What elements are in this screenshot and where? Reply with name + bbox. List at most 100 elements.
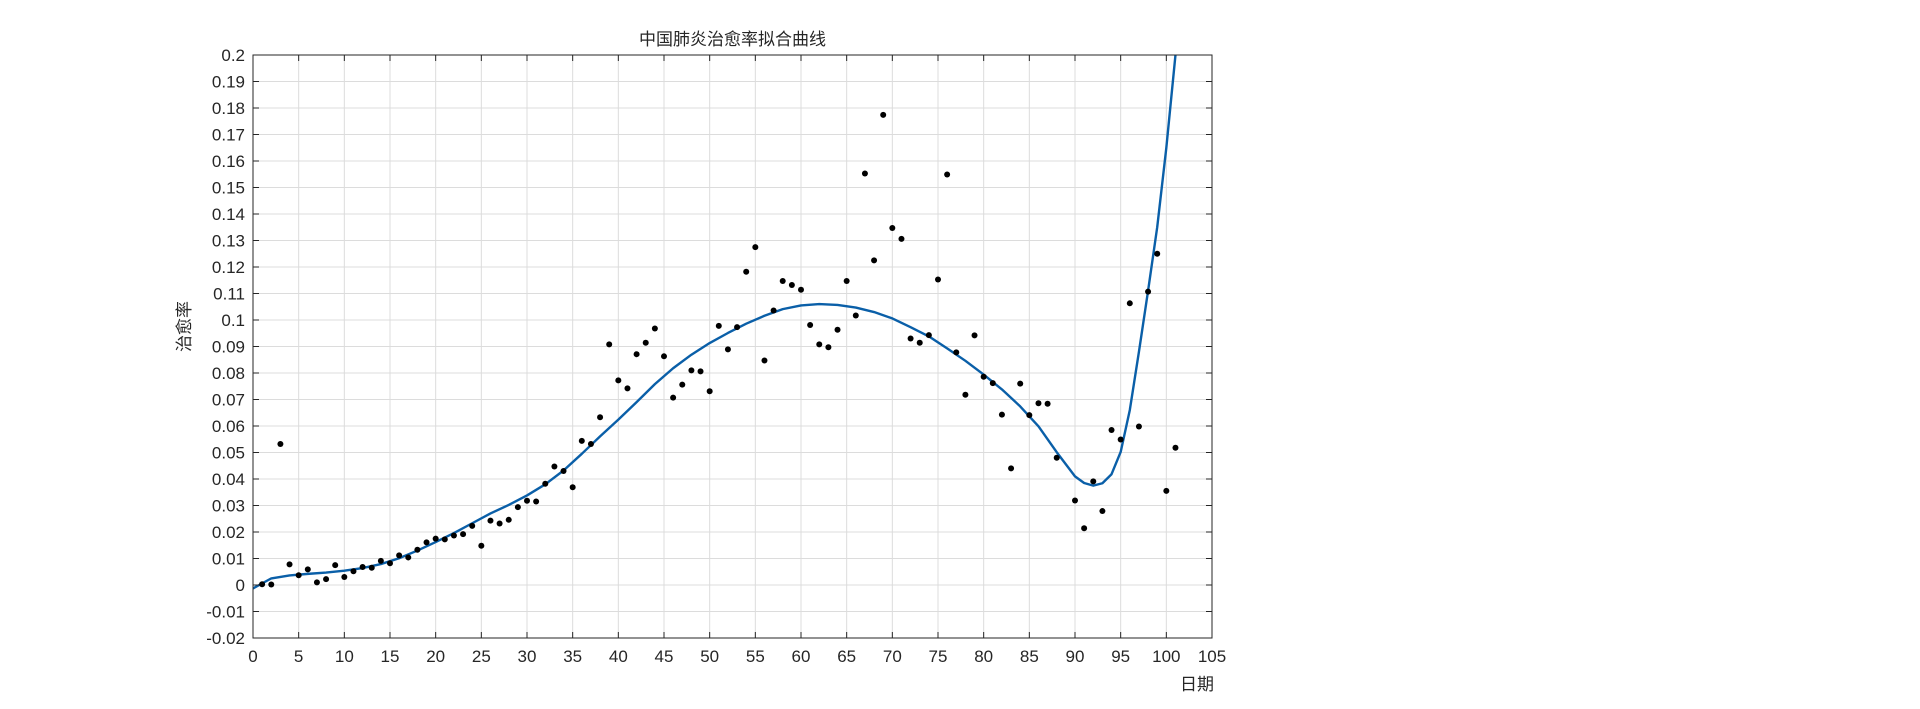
y-tick-label: 0.2 [221, 46, 245, 65]
fit-curve-layer [253, 55, 1177, 590]
data-point [377, 557, 384, 564]
data-point [405, 554, 412, 561]
y-tick-label: 0.06 [212, 417, 245, 436]
y-tick-label: 0.02 [212, 523, 245, 542]
x-tick-label: 45 [655, 647, 674, 666]
x-tick-label: 30 [518, 647, 537, 666]
data-point [1081, 525, 1088, 532]
data-point [898, 235, 905, 242]
x-tick-label: 105 [1198, 647, 1226, 666]
data-point [706, 388, 713, 395]
data-point [1026, 412, 1033, 419]
data-point [606, 341, 613, 348]
data-point [295, 572, 302, 579]
y-tick-label: 0.07 [212, 391, 245, 410]
x-tick-label: 60 [792, 647, 811, 666]
y-tick-label: 0.01 [212, 550, 245, 569]
data-point [286, 561, 293, 568]
y-tick-label: 0.18 [212, 99, 245, 118]
data-point [944, 171, 951, 178]
data-point [688, 367, 695, 374]
data-point [441, 536, 448, 543]
data-point [798, 286, 804, 293]
x-tick-label: 0 [248, 647, 257, 666]
y-tick-label: 0.03 [212, 497, 245, 516]
y-tick-label: 0.1 [221, 311, 245, 330]
data-point [633, 351, 640, 358]
data-point [259, 581, 266, 588]
data-point [980, 373, 987, 380]
x-tick-label: 40 [609, 647, 628, 666]
data-point [423, 539, 430, 546]
y-tick-label: 0.05 [212, 444, 245, 463]
data-point [469, 522, 476, 529]
x-tick-labels: 0 5 10 15 20 25 30 35 40 45 50 55 60 65 70 75 80 85 90 95 10… [248, 647, 1226, 666]
data-point [871, 257, 878, 264]
data-point [715, 322, 722, 329]
data-point [834, 326, 841, 333]
x-tick-label: 75 [929, 647, 948, 666]
data-point [615, 377, 622, 384]
grid-lines [252, 54, 1213, 639]
data-point [852, 312, 859, 319]
data-point [313, 579, 320, 586]
data-point [1035, 400, 1042, 407]
data-point [432, 535, 439, 542]
data-point [1163, 487, 1170, 494]
x-tick-label: 15 [381, 647, 400, 666]
x-tick-label: 100 [1152, 647, 1180, 666]
y-tick-label: 0.09 [212, 338, 245, 357]
data-point [514, 504, 521, 511]
data-point [752, 244, 759, 251]
y-tick-label: 0.19 [212, 73, 245, 92]
axis-ticks [252, 54, 1213, 639]
data-point [816, 341, 823, 348]
fit-curve [253, 55, 1177, 590]
data-point [779, 278, 786, 285]
x-tick-label: 55 [746, 647, 765, 666]
x-tick-label: 90 [1066, 647, 1085, 666]
y-tick-label: 0 [236, 576, 245, 595]
data-point [587, 441, 594, 448]
data-point [661, 353, 667, 360]
data-point [1090, 478, 1097, 485]
data-point [734, 324, 741, 331]
data-point [1072, 497, 1078, 504]
data-point [770, 307, 777, 314]
data-point [505, 516, 512, 523]
data-point [368, 564, 375, 571]
data-point [998, 411, 1005, 418]
data-point [788, 282, 795, 289]
data-point [450, 532, 457, 539]
data-point [916, 339, 923, 346]
data-point [1145, 288, 1152, 295]
data-point [1135, 423, 1142, 430]
data-point [724, 346, 731, 353]
data-point [524, 497, 530, 504]
data-point [989, 380, 996, 387]
data-point [414, 546, 421, 553]
y-axis-title: 治愈率 [175, 301, 195, 352]
data-point [743, 268, 750, 275]
y-tick-label: 0.04 [212, 470, 245, 489]
x-tick-label: 95 [1111, 647, 1130, 666]
x-tick-label: 5 [294, 647, 303, 666]
data-point [341, 574, 348, 581]
x-tick-label: 85 [1020, 647, 1039, 666]
data-point [843, 278, 850, 285]
data-point [560, 468, 567, 475]
x-tick-label: 25 [472, 647, 491, 666]
y-tick-label: 0.12 [212, 258, 245, 277]
data-point [880, 111, 887, 118]
data-point [1017, 380, 1024, 387]
data-point [761, 357, 768, 364]
y-tick-label: 0.14 [212, 205, 245, 224]
x-tick-label: 10 [335, 647, 354, 666]
data-points-layer [259, 111, 1179, 588]
data-point [496, 520, 503, 527]
data-point [925, 332, 932, 339]
data-point [542, 480, 549, 487]
x-tick-label: 70 [883, 647, 902, 666]
data-point [396, 552, 403, 559]
